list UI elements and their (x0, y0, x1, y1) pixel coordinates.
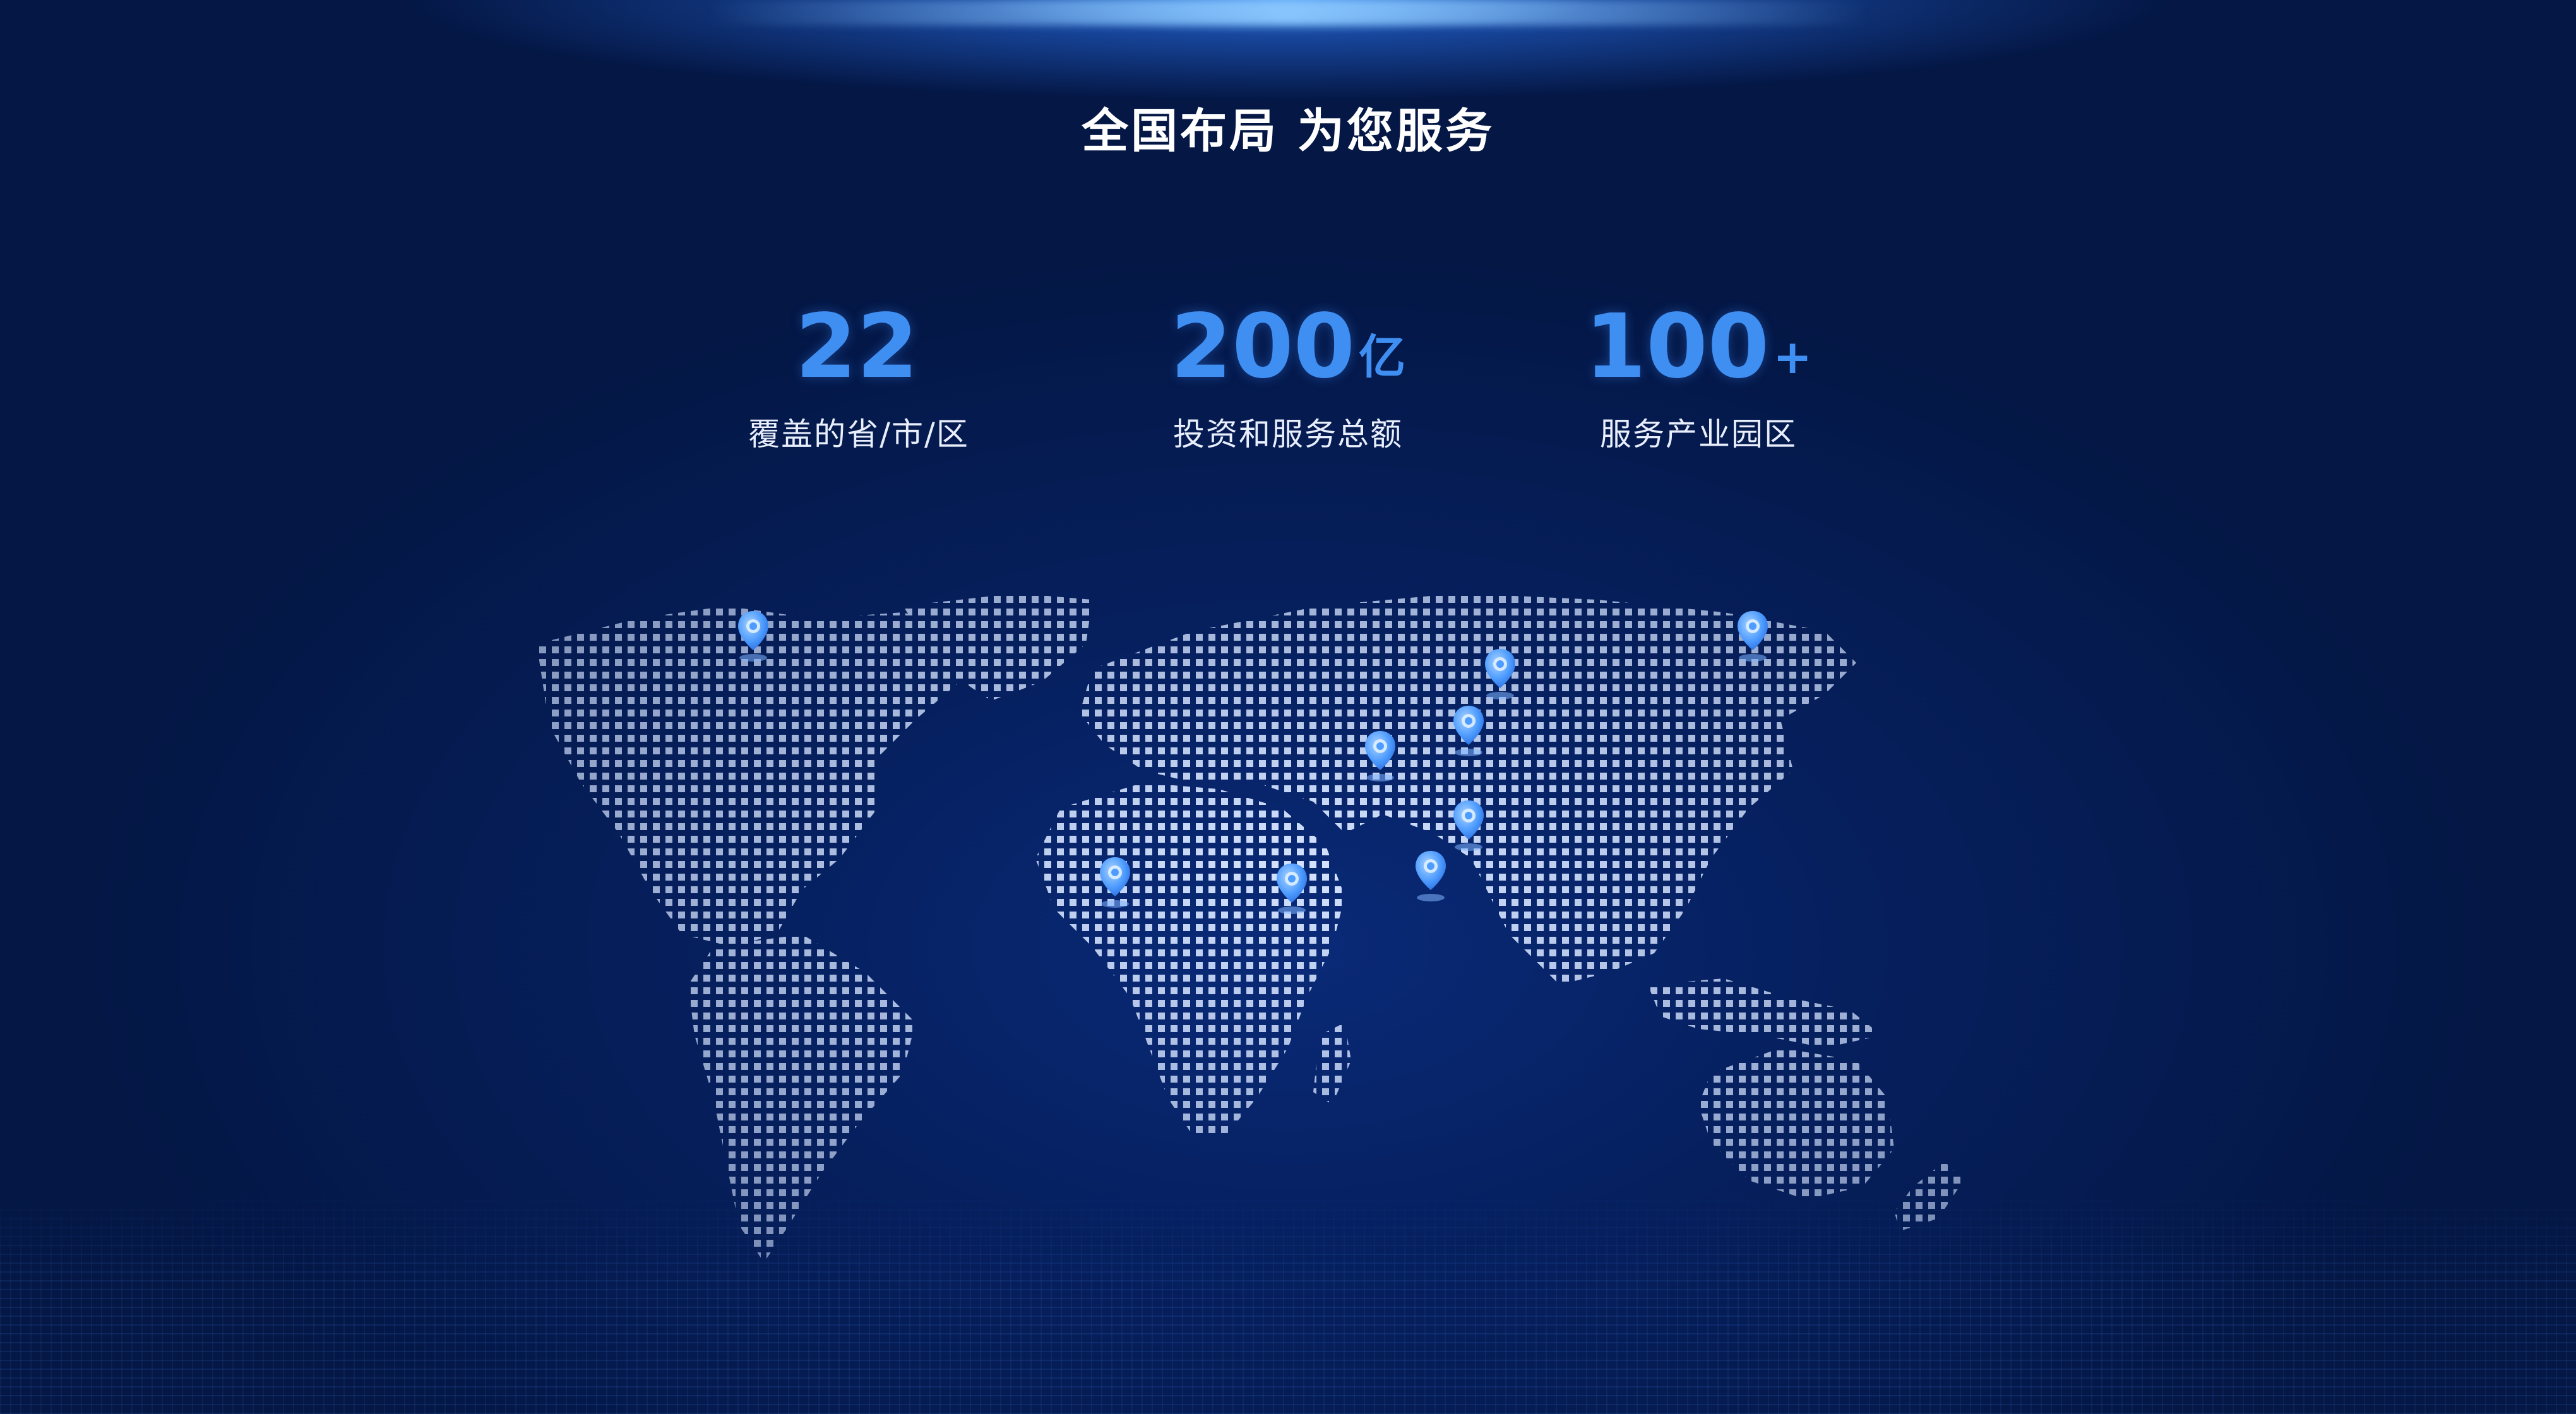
stat-parks-unit: + (1773, 330, 1813, 384)
page-title: 全国布局 为您服务 (1082, 104, 1494, 158)
continent-greenland (903, 593, 1092, 701)
continent-new-zealand (1894, 1162, 1964, 1231)
floor-grid-decoration (0, 1187, 2576, 1414)
stat-provinces-value: 22 (795, 295, 919, 398)
stat-investment-unit: 亿 (1359, 330, 1406, 384)
continent-australia (1698, 1048, 1894, 1199)
stat-parks: 100+ 服务产业园区 (1477, 297, 1919, 454)
stat-investment-value: 200 (1170, 295, 1356, 398)
continent-sea-islands (1648, 978, 1881, 1048)
continent-south-america (688, 934, 915, 1262)
continent-madagascar (1313, 1023, 1351, 1105)
location-pin-icon[interactable] (1416, 851, 1446, 901)
world-dot-map (537, 593, 1964, 1262)
stat-investment-label: 投资和服务总额 (1173, 416, 1403, 453)
stat-parks-label: 服务产业园区 (1600, 416, 1797, 453)
continent-eurasia (1080, 593, 1856, 985)
stat-provinces: 22 覆盖的省/市/区 (638, 297, 1080, 454)
top-light-glow (707, 0, 1869, 25)
stat-investment: 200亿 投资和服务总额 (1067, 297, 1509, 454)
continent-africa (1035, 783, 1345, 1136)
continent-north-america (537, 606, 966, 947)
continents (537, 593, 1964, 1262)
stat-provinces-label: 覆盖的省/市/区 (748, 416, 969, 453)
stat-parks-value: 100 (1584, 295, 1770, 398)
